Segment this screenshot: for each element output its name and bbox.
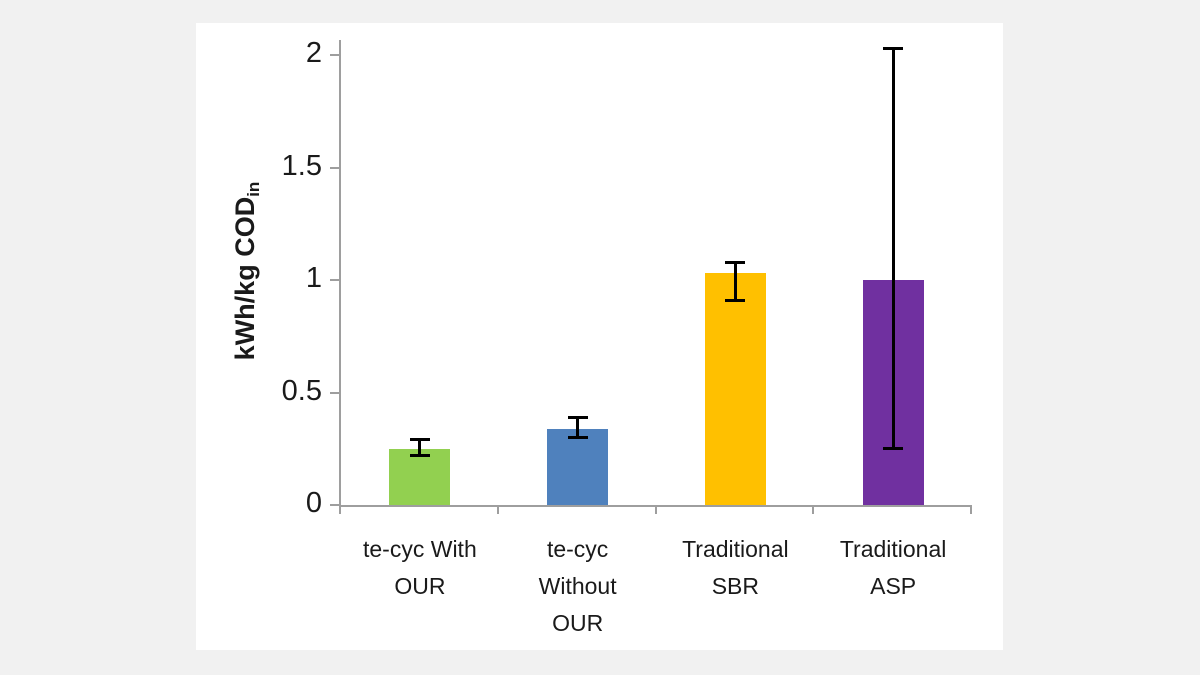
category-label-2: Traditional SBR (682, 536, 789, 599)
y-tick-label-2: 1 (305, 262, 322, 294)
error-bar-cap-bottom-1 (567, 436, 588, 439)
error-bar-cap-top-1 (567, 415, 588, 419)
chart-panel: kWh/kg CODin 0 0.5 1 1.5 2 te-cyc With OUR te-… (196, 23, 1003, 650)
bar-0 (389, 448, 451, 505)
error-bar-3 (891, 48, 895, 449)
error-bar-cap-bottom-3 (883, 447, 904, 451)
y-axis-line (339, 40, 341, 505)
y-tick-2 (330, 279, 339, 281)
error-bar-cap-top-3 (883, 46, 904, 50)
x-tick-0 (339, 505, 341, 514)
error-bar-cap-bottom-0 (409, 454, 430, 457)
y-tick-label-3: 1.5 (281, 149, 322, 182)
y-tick-3 (330, 166, 339, 169)
error-bar-cap-top-2 (725, 260, 746, 264)
error-bar-1 (576, 417, 580, 438)
error-bar-2 (733, 262, 737, 301)
y-tick-label-0: 0 (305, 487, 322, 519)
y-tick-label-1: 0.5 (281, 374, 322, 407)
error-bar-cap-bottom-2 (725, 298, 746, 302)
category-label-0: te-cyc With OUR (363, 536, 477, 599)
category-label-3: Traditional ASP (839, 536, 947, 599)
error-bar-cap-top-0 (409, 438, 430, 442)
x-tick-1 (496, 505, 499, 514)
bar-2 (704, 273, 766, 505)
x-tick-4 (970, 505, 972, 514)
x-tick-3 (812, 505, 815, 514)
y-tick-0 (330, 504, 339, 506)
x-tick-2 (654, 505, 657, 514)
bar-1 (547, 428, 609, 505)
y-tick-label-4: 2 (305, 37, 322, 69)
y-tick-1 (330, 391, 339, 394)
y-tick-4 (330, 54, 339, 56)
y-axis-title-subscript: in (244, 181, 263, 197)
category-label-1: te-cyc Without OUR (538, 536, 617, 636)
error-bar-0 (418, 439, 422, 456)
bar-chart: kWh/kg CODin 0 0.5 1 1.5 2 te-cyc With OUR te-… (196, 23, 1003, 650)
